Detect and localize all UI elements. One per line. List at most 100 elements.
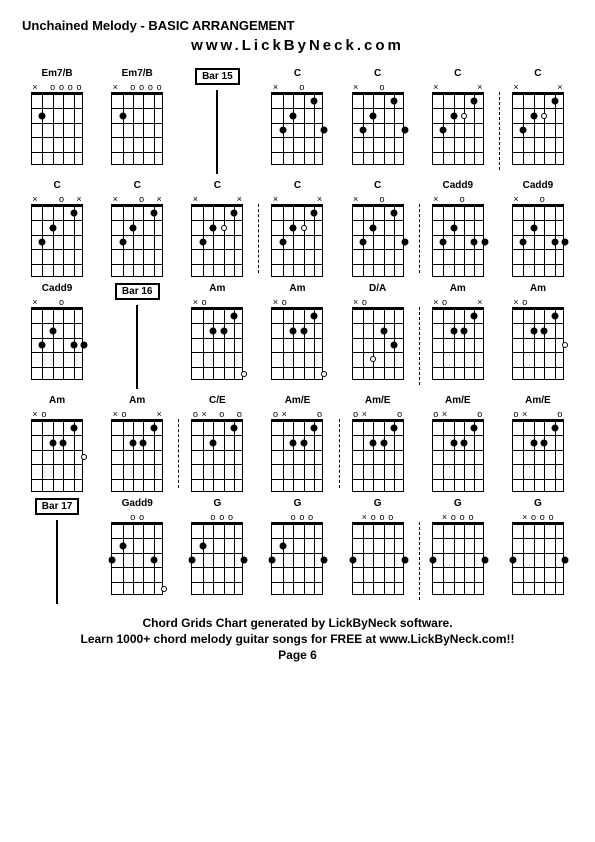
beat-divider [178,419,179,488]
string-markers: ×oooo [111,83,163,91]
chord-diagram: Cadd9 ×o [22,283,92,389]
chord-name: C [534,68,541,80]
fretboard [31,420,83,492]
chord-name: Cadd9 [42,283,73,295]
fretboard [111,420,163,492]
chord-diagram: C×× [423,68,493,174]
footer-line-1: Chord Grids Chart generated by LickByNec… [22,616,573,630]
chord-name: Am [129,395,145,407]
beat-divider [339,419,340,488]
chord-diagram: Am/Eo×o [262,395,332,492]
fretboard [271,93,323,165]
string-markers: ×ooo [352,513,404,521]
chord-diagram: Gooo [262,498,332,604]
string-markers: o×o [352,410,404,418]
chord-diagram: Am ×o [22,395,92,492]
fretboard [512,523,564,595]
bar-label: Bar 17 [35,498,80,515]
chord-name: C [294,180,301,192]
chord-name: C/E [209,395,226,407]
fretboard [191,420,243,492]
chord-diagram: G×ooo [503,498,573,604]
beat-divider [419,307,420,385]
header: Unchained Melody - BASIC ARRANGEMENT www… [22,18,573,54]
chord-diagram: Cadd9 ×o [503,180,573,277]
chord-name: G [454,498,462,510]
chord-diagram: C ×× [182,180,252,277]
chord-name: Cadd9 [523,180,554,192]
fretboard [352,523,404,595]
string-markers: ×o [191,298,243,306]
footer-line-2: Learn 1000+ chord melody guitar songs fo… [22,632,573,646]
chord-diagram: C ×o [262,68,332,174]
string-markers: ×o× [111,410,163,418]
chord-name: Am/E [445,395,471,407]
chord-name: Am/E [525,395,551,407]
string-markers: ×o [512,298,564,306]
bar-divider: Bar 16 [102,283,172,389]
beat-divider [258,204,259,273]
fretboard [271,205,323,277]
fretboard [432,523,484,595]
fretboard [352,420,404,492]
chord-diagram: Am/E o×o [343,395,413,492]
string-markers: ×o [512,195,564,203]
chord-name: C [374,68,381,80]
chord-name: G [213,498,221,510]
chord-name: C [134,180,141,192]
string-markers: ×× [271,195,323,203]
bar-line [56,520,58,604]
string-markers: ×o [271,298,323,306]
fretboard [432,420,484,492]
string-markers: o×o [271,410,323,418]
site-url: www.LickByNeck.com [22,37,573,54]
fretboard [512,420,564,492]
chord-name: Am [49,395,65,407]
fretboard [512,205,564,277]
chord-name: C [214,180,221,192]
string-markers: ×o [31,410,83,418]
chord-diagram: Gooo [182,498,252,604]
fretboard [271,523,323,595]
string-markers: o×o [432,410,484,418]
string-markers: ×× [191,195,243,203]
chord-diagram: Am ×o [182,283,252,389]
string-markers: ×o [352,298,404,306]
chord-name: Gadd9 [122,498,153,510]
chord-name: C [454,68,461,80]
string-markers: ooo [271,513,323,521]
chord-name: Am [530,283,546,295]
chord-diagram: Am/Eo×o [503,395,573,492]
chord-diagram: Am ×o× [102,395,172,492]
song-title: Unchained Melody - BASIC ARRANGEMENT [22,18,573,33]
chord-diagram: G×ooo [423,498,493,604]
bar-divider: Bar 17 [22,498,92,604]
string-markers: ×o× [432,298,484,306]
fretboard [352,308,404,380]
chord-name: C [294,68,301,80]
chord-diagram: C ×× [262,180,332,277]
fretboard [271,308,323,380]
chord-diagram: C/E o×oo [182,395,252,492]
chord-name: C [53,180,60,192]
string-markers: ×ooo [512,513,564,521]
fretboard [191,205,243,277]
chord-diagram: Em7/B×oooo [102,68,172,174]
chord-diagram: Gadd9oo [102,498,172,604]
chord-name: Am/E [365,395,391,407]
fretboard [432,93,484,165]
string-markers: ×o [271,83,323,91]
chord-diagram: G×ooo [343,498,413,604]
chord-name: D/A [369,283,386,295]
chord-diagram: Cadd9×o [423,180,493,277]
beat-divider [499,92,500,170]
fretboard [352,93,404,165]
chord-diagram: Am ×o [262,283,332,389]
chord-name: Am [209,283,225,295]
chord-diagram: C×o [343,68,413,174]
chord-diagram: Am ×o [503,283,573,389]
string-markers: ×o [31,298,83,306]
fretboard [111,93,163,165]
string-markers: o×oo [191,410,243,418]
chord-name: Am [289,283,305,295]
